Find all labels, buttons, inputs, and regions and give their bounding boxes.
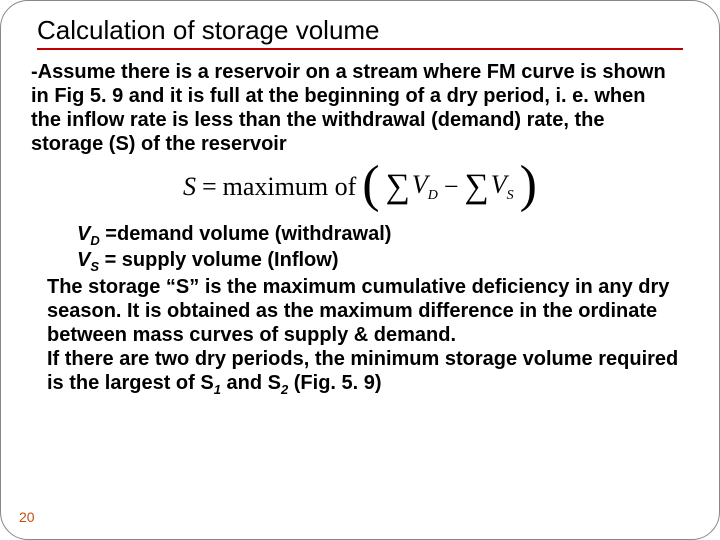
vd-sub: D — [428, 188, 438, 203]
def-vs-sub: S — [90, 259, 99, 274]
exp2-mid: and S — [221, 372, 281, 394]
def-vd: VD =demand volume (withdrawal) — [77, 222, 681, 249]
formula-lhs: S — [183, 172, 196, 202]
explanation-1: The storage “S” is the maximum cumulativ… — [47, 275, 681, 347]
vs-sub: S — [507, 188, 514, 203]
slide-title: Calculation of storage volume — [37, 15, 683, 50]
formula-eq: = — [202, 172, 217, 202]
lparen-icon: ( — [362, 164, 379, 206]
page-number: 20 — [19, 509, 35, 525]
slide-frame: Calculation of storage volume -Assume th… — [0, 0, 720, 540]
formula-maxof: maximum of — [223, 172, 357, 202]
def-vd-text: =demand volume (withdrawal) — [100, 223, 392, 245]
sigma-icon: ∑ — [386, 170, 410, 204]
storage-formula: S = maximum of ( ∑ VD − ∑ VS ) — [183, 166, 537, 208]
formula-block: S = maximum of ( ∑ VD − ∑ VS ) — [29, 166, 691, 208]
def-vd-sub: D — [90, 233, 99, 248]
def-vs: VS = supply volume (Inflow) — [77, 248, 681, 275]
def-vs-text: = supply volume (Inflow) — [99, 249, 338, 271]
vd-var: V — [412, 170, 428, 199]
def-vd-var: V — [77, 223, 90, 245]
sigma-icon: ∑ — [465, 170, 489, 204]
sum-vs: ∑ VS — [465, 170, 514, 204]
vs-var: V — [491, 170, 507, 199]
explanation-2: If there are two dry periods, the minimu… — [47, 347, 681, 398]
intro-paragraph: -Assume there is a reservoir on a stream… — [31, 60, 681, 156]
exp2-sub1: 1 — [214, 382, 221, 397]
sum-vd: ∑ VD — [386, 170, 438, 204]
formula-minus: − — [444, 172, 459, 202]
def-vs-var: V — [77, 249, 90, 271]
exp2-post: (Fig. 5. 9) — [288, 372, 381, 394]
rparen-icon: ) — [520, 164, 537, 206]
definitions-block: VD =demand volume (withdrawal) VS = supp… — [47, 222, 681, 398]
